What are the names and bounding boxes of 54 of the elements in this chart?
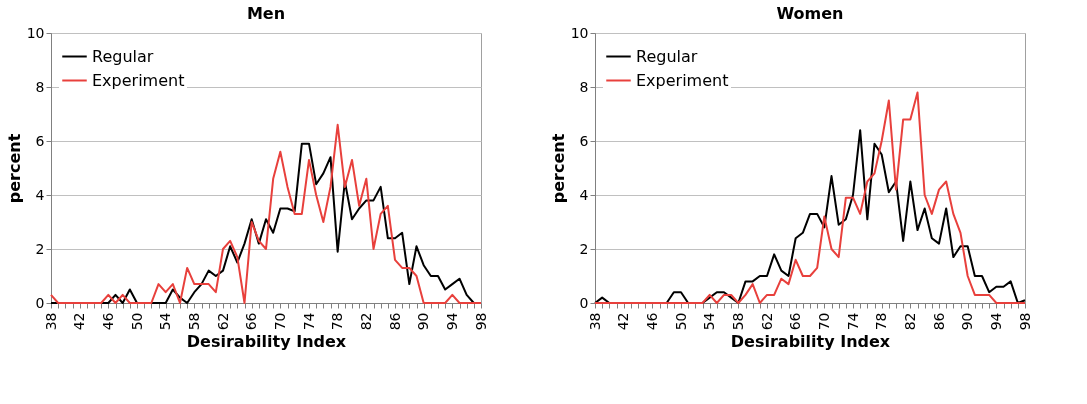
x-tick-label: 42 — [615, 312, 632, 331]
x-tick-label: 78 — [873, 312, 890, 331]
legend-label: Experiment — [92, 70, 185, 90]
y-tick-label: 10 — [570, 24, 589, 41]
chart-title: Women — [776, 4, 844, 23]
x-tick-label: 38 — [42, 312, 59, 331]
x-tick-label: 58 — [729, 312, 746, 331]
x-tick-label: 74 — [844, 312, 861, 331]
x-tick-label: 90 — [415, 312, 432, 331]
x-tick-label: 50 — [128, 312, 145, 331]
x-tick-label: 74 — [300, 312, 317, 331]
x-tick-label: 82 — [357, 312, 374, 331]
x-tick-label: 54 — [157, 312, 174, 331]
chart-title: Men — [246, 4, 286, 23]
x-tick-label: 46 — [99, 312, 116, 331]
x-tick-label: 98 — [472, 312, 489, 331]
legend-label: Regular — [92, 46, 154, 66]
x-axis-title: Desirability Index — [186, 332, 347, 352]
x-tick-label: 62 — [214, 312, 231, 331]
x-tick-label: 70 — [815, 312, 832, 331]
x-tick-label: 78 — [329, 312, 346, 331]
y-tick-label: 4 — [579, 186, 589, 203]
x-tick-label: 38 — [586, 312, 603, 331]
x-axis-title: Desirability Index — [730, 332, 891, 352]
y-tick-label: 0 — [35, 294, 45, 311]
y-tick-label: 6 — [579, 132, 589, 149]
legend-label: Experiment — [636, 70, 729, 90]
y-tick-label: 6 — [35, 132, 45, 149]
legend-label: Regular — [636, 46, 698, 66]
x-tick-label: 62 — [758, 312, 775, 331]
y-tick-label: 4 — [35, 186, 45, 203]
y-tick-label: 2 — [579, 240, 589, 257]
x-tick-label: 58 — [185, 312, 202, 331]
y-tick-label: 0 — [579, 294, 589, 311]
y-tick-label: 8 — [579, 78, 589, 95]
x-tick-label: 42 — [71, 312, 88, 331]
y-tick-label: 10 — [26, 24, 45, 41]
y-axis-title: percent — [4, 133, 24, 204]
x-tick-label: 82 — [901, 312, 918, 331]
y-tick-label: 2 — [35, 240, 45, 257]
x-tick-label: 66 — [243, 312, 260, 331]
x-tick-label: 46 — [643, 312, 660, 331]
x-tick-label: 90 — [959, 312, 976, 331]
x-tick-label: 98 — [1016, 312, 1033, 331]
x-tick-label: 66 — [787, 312, 804, 331]
x-tick-label: 86 — [386, 312, 403, 331]
x-tick-label: 50 — [672, 312, 689, 331]
x-tick-label: 54 — [701, 312, 718, 331]
x-tick-label: 94 — [987, 312, 1004, 331]
x-tick-label: 94 — [443, 312, 460, 331]
y-tick-label: 8 — [35, 78, 45, 95]
x-tick-label: 70 — [271, 312, 288, 331]
x-tick-label: 86 — [930, 312, 947, 331]
y-axis-title: percent — [548, 133, 568, 204]
